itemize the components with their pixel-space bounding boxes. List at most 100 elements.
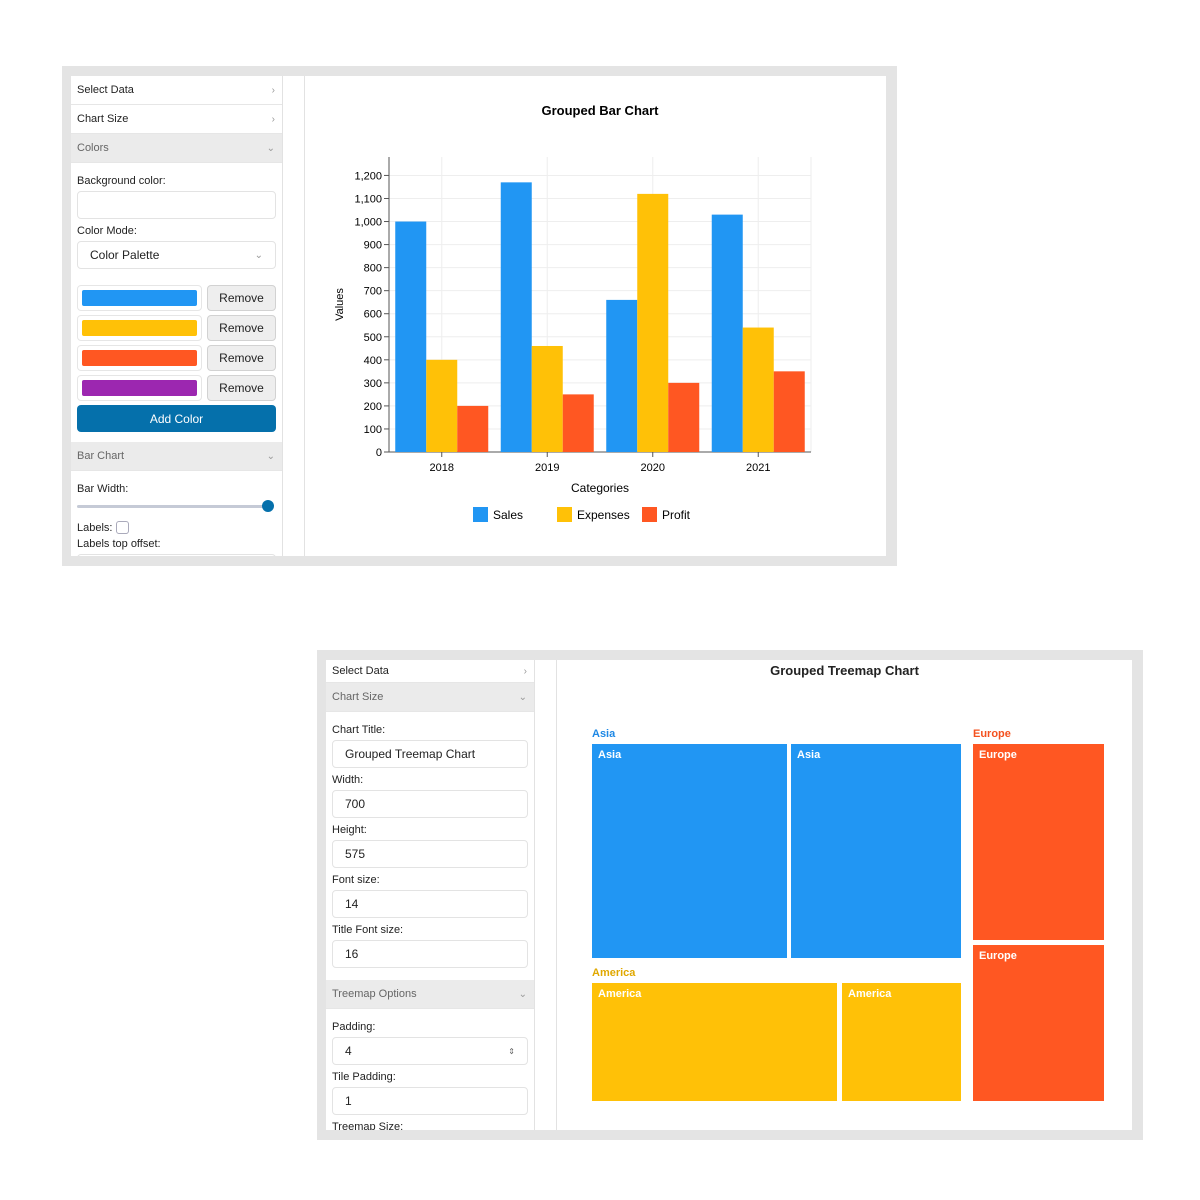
color-swatch-input[interactable] [77, 315, 202, 341]
section-label: Treemap Options [332, 988, 417, 1000]
color-swatch-input[interactable] [77, 285, 202, 311]
bar-chart-app: Select Data › Chart Size › Colors ⌄ Backgro… [71, 76, 886, 556]
palette-color-row: Remove [77, 345, 276, 371]
treemap-options-section[interactable]: Treemap Options ⌄ [326, 980, 534, 1009]
x-axis-label: Categories [571, 481, 629, 495]
bar-sales-2019 [500, 182, 532, 452]
width-label: Width: [332, 774, 364, 786]
palette-color-row: Remove [77, 315, 276, 341]
tile-padding-input[interactable]: 1 [332, 1087, 528, 1115]
bar-profit-2019 [562, 394, 594, 452]
padding-label: Padding: [332, 1021, 376, 1033]
labels-offset-input[interactable] [77, 554, 276, 556]
section-label: Chart Size [332, 691, 384, 703]
chevron-down-icon: ⌄ [518, 988, 527, 1000]
chart-title-input[interactable]: Grouped Treemap Chart [332, 740, 528, 768]
height-input[interactable]: 575 [332, 840, 528, 868]
palette-color-row: Remove [77, 375, 276, 401]
bar-expenses-2018 [426, 359, 458, 452]
remove-color-button[interactable]: Remove [207, 345, 276, 371]
tile-padding-label: Tile Padding: [332, 1071, 396, 1083]
remove-color-button[interactable]: Remove [207, 285, 276, 311]
treemap-tile-america[interactable]: America [842, 983, 961, 1101]
treemap-app: Select Data › Chart Size ⌄ Chart Title: Gr… [326, 660, 1132, 1130]
treemap-title: Grouped Treemap Chart [770, 663, 919, 678]
treemap-tile-europe[interactable]: Europe [973, 945, 1104, 1101]
labels-checkbox[interactable] [116, 521, 130, 534]
sidebar: Select Data › Chart Size › Colors ⌄ Backgro… [71, 76, 283, 556]
y-tick-label: 1,200 [354, 170, 382, 182]
legend-label-profit: Profit [662, 508, 691, 522]
chart-size-section[interactable]: Chart Size › [71, 105, 282, 134]
legend-swatch-sales [473, 507, 488, 522]
slider-thumb[interactable] [262, 500, 274, 512]
chevron-right-icon: › [271, 113, 275, 125]
chart-title-label: Chart Title: [332, 724, 386, 736]
bar-chart-pane: Grouped Bar Chart 0 100 200 300 400 500 600 700 8… [304, 76, 886, 556]
title-font-size-label: Title Font size: [332, 924, 404, 936]
bar-sales-2020 [606, 299, 638, 452]
group-label-asia: Asia [592, 728, 616, 740]
select-data-section[interactable]: Select Data › [326, 660, 534, 683]
x-tick-label: 2019 [535, 462, 559, 474]
legend-swatch-profit [642, 507, 657, 522]
y-tick-label: 400 [364, 355, 382, 367]
legend-label-expenses: Expenses [577, 508, 630, 522]
font-size-label: Font size: [332, 874, 380, 886]
labels-label: Labels: [77, 521, 113, 534]
color-swatch-input[interactable] [77, 345, 202, 371]
grouped-bar-chart: Grouped Bar Chart 0 100 200 300 400 500 600 700 8… [334, 103, 812, 522]
add-color-button[interactable]: Add Color [77, 405, 276, 432]
y-tick-label: 500 [364, 332, 382, 344]
y-tick-label: 100 [364, 424, 382, 436]
color-mode-value: Color Palette [90, 248, 160, 262]
color-mode-select[interactable]: Color Palette ⌄ [77, 241, 276, 269]
remove-color-button[interactable]: Remove [207, 315, 276, 341]
treemap-size-label: Treemap Size: [332, 1121, 404, 1130]
bar-expenses-2020 [637, 193, 669, 452]
background-color-input[interactable] [77, 191, 276, 219]
padding-input[interactable]: 4 ⇕ [332, 1037, 528, 1065]
font-size-input[interactable]: 14 [332, 890, 528, 918]
section-label: Colors [77, 142, 109, 154]
treemap-tile-europe[interactable]: Europe [973, 744, 1104, 940]
select-data-section[interactable]: Select Data › [71, 76, 282, 105]
labels-offset-label: Labels top offset: [77, 538, 161, 550]
y-tick-label: 600 [364, 309, 382, 321]
treemap-tile-america[interactable]: America [592, 983, 837, 1101]
chevron-right-icon: › [523, 665, 527, 677]
bar-expenses-2021 [742, 327, 774, 452]
chevron-right-icon: › [271, 84, 275, 96]
chart-size-section[interactable]: Chart Size ⌄ [326, 683, 534, 712]
padding-value: 4 [345, 1044, 352, 1058]
x-tick-label: 2020 [641, 462, 665, 474]
bar-width-slider[interactable] [77, 499, 276, 513]
colors-section[interactable]: Colors ⌄ [71, 134, 282, 163]
y-tick-label: 1,000 [354, 217, 382, 229]
spinner-icon[interactable]: ⇕ [508, 1046, 515, 1056]
chevron-down-icon: ⌄ [266, 450, 275, 462]
color-swatch-input[interactable] [77, 375, 202, 401]
treemap-tile-asia[interactable]: Asia [592, 744, 787, 958]
title-font-size-input[interactable]: 16 [332, 940, 528, 968]
bar-sales-2021 [711, 214, 743, 452]
width-input[interactable]: 700 [332, 790, 528, 818]
legend-swatch-expenses [557, 507, 572, 522]
y-tick-label: 300 [364, 378, 382, 390]
bar-profit-2021 [773, 371, 805, 452]
palette-color-row: Remove [77, 285, 276, 311]
remove-color-button[interactable]: Remove [207, 375, 276, 401]
bar-width-label: Bar Width: [77, 483, 129, 495]
chevron-down-icon: ⌄ [254, 249, 263, 261]
background-color-label: Background color: [77, 175, 166, 187]
bar-sales-2018 [395, 221, 427, 452]
y-tick-label: 900 [364, 240, 382, 252]
bar-chart-section[interactable]: Bar Chart ⌄ [71, 442, 282, 471]
y-tick-label: 0 [376, 447, 382, 459]
treemap-tile-asia[interactable]: Asia [791, 744, 961, 958]
x-tick-label: 2021 [746, 462, 770, 474]
chart-title: Grouped Bar Chart [541, 103, 659, 118]
y-tick-label: 1,100 [354, 193, 382, 205]
y-tick-label: 700 [364, 286, 382, 298]
bar-expenses-2019 [531, 345, 563, 452]
